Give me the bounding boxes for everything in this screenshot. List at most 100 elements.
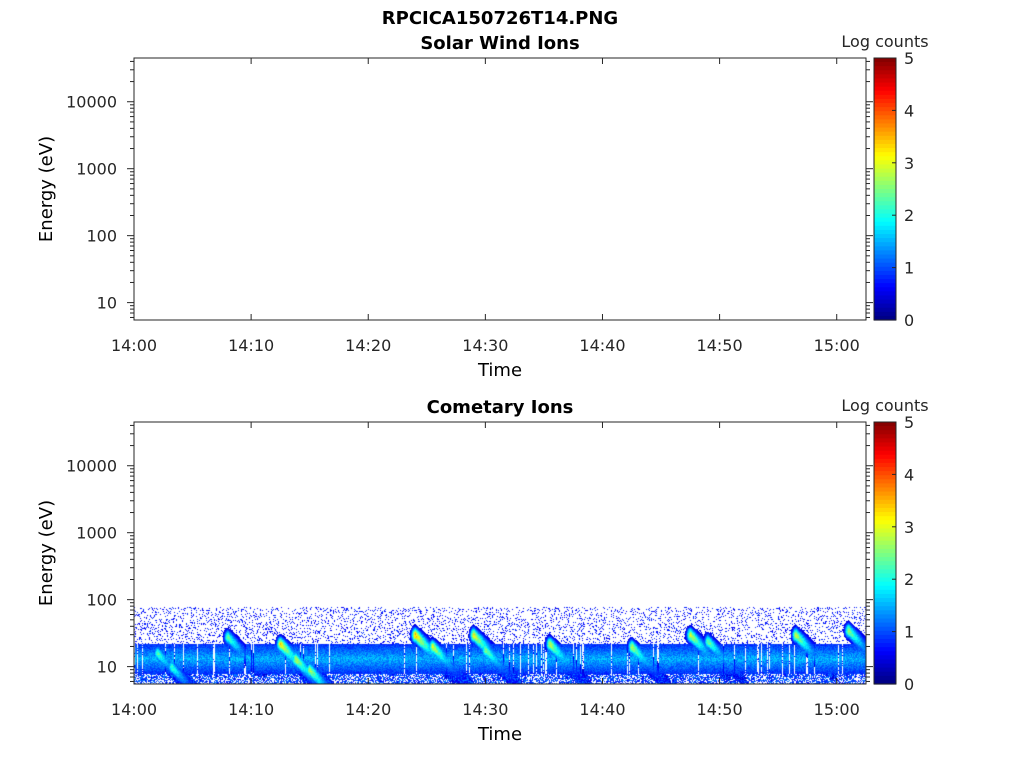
colorbar-segment xyxy=(874,242,896,247)
colorbar-tick-label: 5 xyxy=(904,413,914,432)
colorbar-segment xyxy=(874,467,896,472)
colorbar-label-cometary: Log counts xyxy=(841,396,928,415)
y-tick-label: 10000 xyxy=(66,457,117,476)
colorbar-segment xyxy=(874,156,896,161)
y-tick-label: 1000 xyxy=(76,160,117,179)
colorbar-segment xyxy=(874,315,896,321)
colorbar-segment xyxy=(874,254,896,260)
colorbar-segment xyxy=(874,62,896,67)
panel-cometary-ions: Cometary Ions Time Energy (eV) Log count… xyxy=(36,396,929,745)
colorbar-segment xyxy=(874,131,896,137)
colorbar-segment xyxy=(874,622,896,628)
colorbar-segment xyxy=(874,430,896,435)
colorbar-segment xyxy=(874,479,896,485)
colorbar-segment xyxy=(874,679,896,685)
colorbar-segment xyxy=(874,189,896,194)
colorbar-segment xyxy=(874,234,896,239)
colorbar-segment xyxy=(874,94,896,100)
colorbar-segment xyxy=(874,626,896,632)
y-tick-label: 100 xyxy=(86,227,117,246)
colorbar-tick-label: 1 xyxy=(904,623,914,642)
colorbar: 0 1 2 3 4 5 xyxy=(873,413,914,694)
colorbar-segment xyxy=(874,585,896,591)
colorbar-segment xyxy=(874,205,896,211)
colorbar-segment xyxy=(874,123,896,129)
colorbar-segment xyxy=(874,438,896,444)
colorbar-segment xyxy=(874,258,896,264)
colorbar-segment xyxy=(874,111,896,116)
colorbar-segment xyxy=(874,152,896,157)
colorbar-segment xyxy=(874,647,896,652)
spectrogram-frame xyxy=(134,422,866,684)
colorbar-segment xyxy=(874,434,896,439)
x-tick-label: 14:00 xyxy=(111,336,157,355)
colorbar-segment xyxy=(874,651,896,656)
colorbar-segment xyxy=(874,209,896,215)
colorbar-segment xyxy=(874,213,896,219)
colorbar-segment xyxy=(874,462,896,468)
colorbar-tick-label: 3 xyxy=(904,154,914,173)
colorbar-segment xyxy=(874,630,896,636)
colorbar-segment xyxy=(874,565,896,570)
colorbar-segment xyxy=(874,499,896,505)
colorbar-segment xyxy=(874,148,896,153)
colorbar-segment xyxy=(874,291,896,297)
colorbar-segment xyxy=(874,274,896,280)
colorbar-segment xyxy=(874,295,896,301)
colorbar-segment xyxy=(874,598,896,603)
colorbar-segment xyxy=(874,483,896,489)
colorbar-segment xyxy=(874,250,896,256)
colorbar-segment xyxy=(874,176,896,182)
colorbar-segment xyxy=(874,524,896,530)
colorbar-segment xyxy=(874,516,896,521)
colorbar-segment xyxy=(874,507,896,513)
colorbar-segment xyxy=(874,103,896,108)
colorbar-segment xyxy=(874,426,896,431)
colorbar-segment xyxy=(874,557,896,562)
colorbar-segment xyxy=(874,544,896,550)
x-tick-label: 14:50 xyxy=(697,700,743,719)
colorbar-segment xyxy=(874,78,896,84)
colorbar-segment xyxy=(874,634,896,640)
colorbar-segment xyxy=(874,201,896,206)
colorbar-segment xyxy=(874,127,896,133)
colorbar-segment xyxy=(874,184,896,190)
cometary-ions-spectrogram xyxy=(134,422,866,684)
colorbar: 0 1 2 3 4 5 xyxy=(873,49,914,330)
colorbar-segment xyxy=(874,491,896,497)
x-tick-label: 14:10 xyxy=(228,700,274,719)
x-tick-label: 14:30 xyxy=(462,700,508,719)
colorbar-segment xyxy=(874,589,896,595)
colorbar-segment xyxy=(874,115,896,121)
colorbar-segment xyxy=(874,70,896,75)
colorbar-segment xyxy=(874,422,896,427)
colorbar-tick-label: 3 xyxy=(904,518,914,537)
colorbar-segment xyxy=(874,197,896,202)
colorbar-segment xyxy=(874,471,896,476)
colorbar-segment xyxy=(874,90,896,96)
colorbar-segment xyxy=(874,98,896,104)
colorbar-segment xyxy=(874,610,896,616)
colorbar-segment xyxy=(874,503,896,509)
colorbar-segment xyxy=(874,663,896,669)
colorbar-segment xyxy=(874,593,896,599)
colorbar-segment xyxy=(874,602,896,607)
panel-title-solar-wind: Solar Wind Ions xyxy=(420,33,579,54)
colorbar-segment xyxy=(874,618,896,624)
colorbar-segment xyxy=(874,561,896,566)
panel-solar-wind-ions: Solar Wind Ions Time Energy (eV) Log cou… xyxy=(36,32,929,381)
colorbar-segment xyxy=(874,246,896,252)
colorbar-segment xyxy=(874,279,896,284)
colorbar-segment xyxy=(874,446,896,452)
colorbar-segment xyxy=(874,450,896,456)
colorbar-tick-label: 4 xyxy=(904,101,914,120)
colorbar-segment xyxy=(874,58,896,63)
x-tick-label: 14:40 xyxy=(579,700,625,719)
colorbar-segment xyxy=(874,299,896,305)
colorbar-segment xyxy=(874,581,896,587)
colorbar-tick-label: 5 xyxy=(904,49,914,68)
x-tick-label: 14:20 xyxy=(345,336,391,355)
x-tick-label: 15:00 xyxy=(814,700,860,719)
colorbar-tick-label: 0 xyxy=(904,675,914,694)
